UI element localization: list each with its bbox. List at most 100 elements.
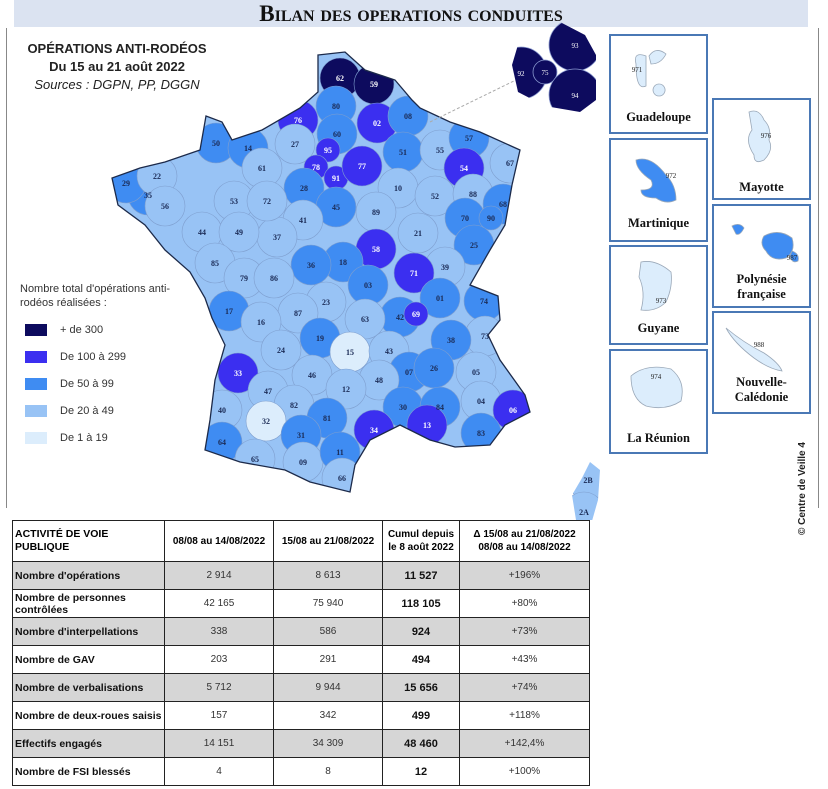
cell-cumul: 12	[382, 757, 460, 786]
department-label: 78	[312, 163, 320, 172]
department-label: 08	[404, 112, 412, 121]
france-border	[111, 51, 531, 493]
cell-label: Nombre de GAV	[12, 645, 165, 674]
department-label: 2A	[579, 508, 589, 517]
department-56	[144, 185, 186, 227]
department-2A	[572, 491, 600, 520]
territory-shape: 972	[635, 158, 677, 203]
department-label: 88	[469, 190, 477, 199]
department-label: 73	[481, 332, 489, 341]
cell-delta: +142,4%	[459, 729, 590, 758]
territory-code: 987	[787, 254, 798, 262]
department-label: 31	[297, 431, 305, 440]
department-label: 55	[436, 146, 444, 155]
cell-label: Nombre de deux-roues saisis	[12, 701, 165, 730]
inset-974: 974 La Réunion	[609, 349, 708, 454]
cell-delta: +118%	[459, 701, 590, 730]
department-label: 76	[294, 116, 302, 125]
paris-department-75	[532, 59, 558, 85]
frame-border-right	[818, 28, 819, 508]
cell-w1: 157	[164, 701, 274, 730]
department-label: 45	[332, 203, 340, 212]
cell-w2: 342	[273, 701, 383, 730]
department-label: 15	[346, 348, 354, 357]
department-label: 95	[324, 146, 332, 155]
department-36	[290, 244, 332, 286]
territory-shape: 987	[731, 224, 799, 263]
table-row: Nombre de FSI blessés 4 8 12 +100%	[12, 757, 590, 786]
table-row: Nombre d'opérations 2 914 8 613 11 527 +196%	[12, 561, 590, 590]
territory-code: 976	[761, 132, 772, 140]
cell-w1: 2 914	[164, 561, 274, 590]
department-label: 28	[300, 184, 308, 193]
legend-title: Nombre total d'opérations anti-rodéos ré…	[20, 283, 171, 309]
department-label: 04	[477, 397, 485, 406]
department-label: 02	[373, 119, 381, 128]
territory-name: Nouvelle-Calédonie	[734, 375, 789, 404]
department-label: 19	[316, 334, 324, 343]
credit-text: © Centre de Veille 4	[797, 442, 808, 535]
department-label: 71	[410, 269, 418, 278]
department-label: 38	[447, 336, 455, 345]
territory-code: 974	[651, 373, 662, 381]
department-label: 80	[332, 102, 340, 111]
cell-cumul: 494	[382, 645, 460, 674]
department-label: 17	[225, 307, 233, 316]
cell-delta: +100%	[459, 757, 590, 786]
department-label: 85	[211, 259, 219, 268]
department-label: 49	[235, 228, 243, 237]
department-label: 29	[122, 179, 130, 188]
legend-item: + de 300	[20, 316, 190, 343]
territory-name: La Réunion	[627, 431, 690, 445]
column-header: Cumul depuis le 8 août 2022	[382, 520, 460, 562]
cell-w2: 8	[273, 757, 383, 786]
cell-label: Effectifs engagés	[12, 729, 165, 758]
inset-988: 988 Nouvelle-Calédonie	[712, 311, 811, 414]
cell-cumul: 11 527	[382, 561, 460, 590]
department-label: 63	[361, 315, 369, 324]
department-label: 54	[460, 164, 468, 173]
department-label: 37	[273, 233, 281, 242]
cell-cumul: 499	[382, 701, 460, 730]
territory-name: Guadeloupe	[626, 110, 691, 124]
department-label: 86	[270, 274, 278, 283]
department-label: 30	[399, 403, 407, 412]
department-label: 53	[230, 197, 238, 206]
department-32	[245, 400, 287, 442]
territory-shape: 974	[630, 366, 683, 409]
department-label: 01	[436, 294, 444, 303]
department-12	[325, 368, 367, 410]
department-label: 41	[299, 216, 307, 225]
department-label: 18	[339, 258, 347, 267]
cell-delta: +73%	[459, 617, 590, 646]
cell-cumul: 118 105	[382, 589, 460, 618]
cell-w2: 8 613	[273, 561, 383, 590]
department-label: 68	[499, 200, 507, 209]
cell-delta: +74%	[459, 673, 590, 702]
table-row: Nombre de personnes contrôlées 42 165 75 9…	[12, 589, 590, 618]
cell-w2: 9 944	[273, 673, 383, 702]
department-86	[253, 257, 295, 299]
territory-code: 971	[632, 66, 643, 74]
department-label: 77	[358, 162, 366, 171]
territory-shape: 971	[632, 50, 667, 97]
department-label: 62	[336, 74, 344, 83]
department-label: 60	[333, 130, 341, 139]
territory-code: 973	[656, 297, 667, 305]
activity-table: ACTIVITÉ DE VOIE PUBLIQUE 08/08 au 14/08/…	[12, 520, 590, 786]
department-label: 44	[198, 228, 206, 237]
map-title: OPÉRATIONS ANTI-RODÉOS	[27, 41, 207, 56]
department-label: 69	[412, 310, 420, 319]
cell-w2: 586	[273, 617, 383, 646]
title-banner: Bilan des operations conduites	[14, 0, 808, 27]
department-label: 33	[234, 369, 242, 378]
cell-w1: 42 165	[164, 589, 274, 618]
department-label: 79	[240, 274, 248, 283]
department-label: 70	[461, 214, 469, 223]
paris-department-label: 93	[572, 42, 580, 50]
department-label: 83	[477, 429, 485, 438]
department-label: 32	[262, 417, 270, 426]
cell-label: Nombre d'opérations	[12, 561, 165, 590]
department-label: 91	[332, 174, 340, 183]
map-period: Du 15 au 21 août 2022	[49, 59, 185, 74]
